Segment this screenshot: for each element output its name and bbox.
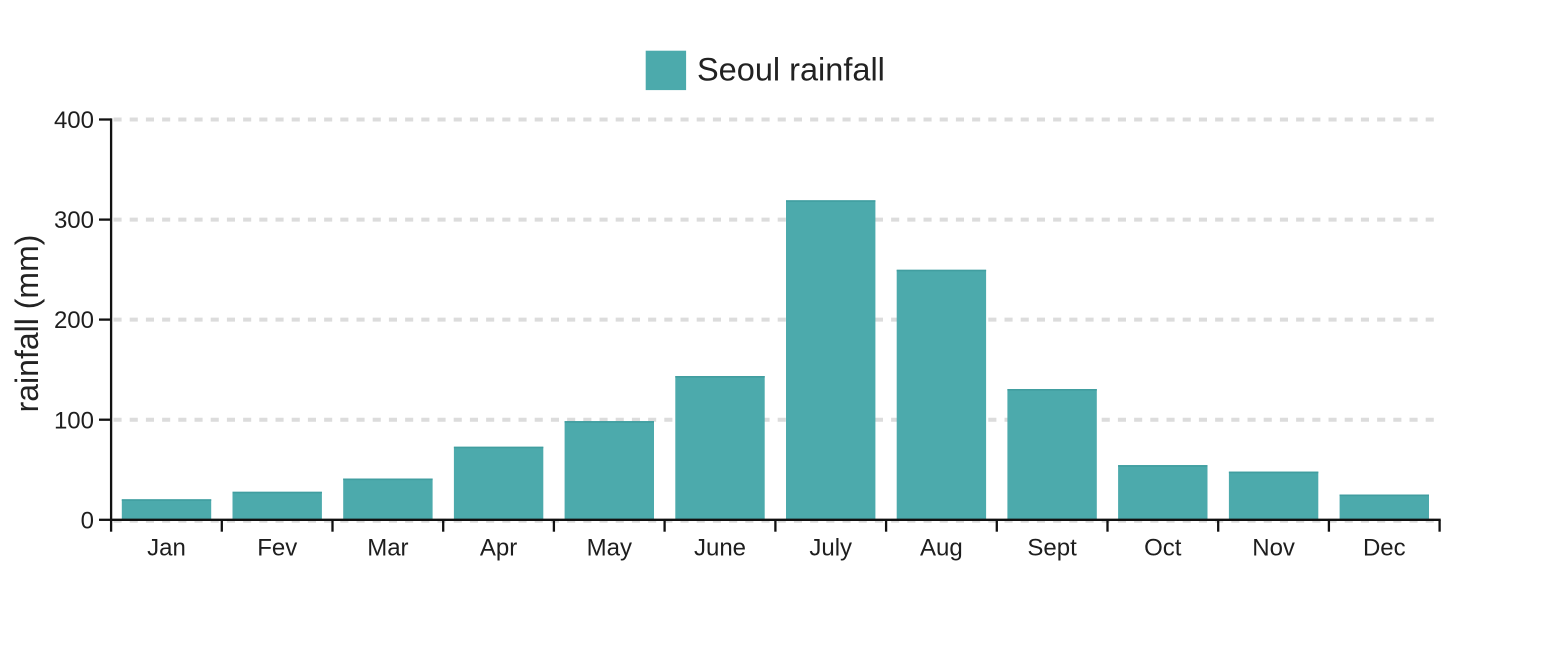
svg-text:rainfall (mm): rainfall (mm) xyxy=(9,235,45,413)
svg-text:100: 100 xyxy=(54,407,94,434)
svg-text:0: 0 xyxy=(81,507,94,534)
svg-text:300: 300 xyxy=(54,207,94,234)
svg-text:Oct: Oct xyxy=(1144,535,1182,562)
svg-text:June: June xyxy=(694,535,746,562)
svg-text:Aug: Aug xyxy=(920,535,963,562)
svg-text:May: May xyxy=(587,535,632,562)
svg-text:Jan: Jan xyxy=(147,535,186,562)
svg-text:Seoul rainfall: Seoul rainfall xyxy=(697,51,885,87)
svg-text:200: 200 xyxy=(54,307,94,334)
svg-text:Apr: Apr xyxy=(480,535,517,562)
svg-text:Nov: Nov xyxy=(1252,535,1295,562)
svg-text:Fev: Fev xyxy=(257,535,297,562)
svg-text:Sept: Sept xyxy=(1027,535,1077,562)
svg-text:Mar: Mar xyxy=(367,535,408,562)
svg-text:Dec: Dec xyxy=(1363,535,1406,562)
svg-text:July: July xyxy=(809,535,852,562)
svg-text:400: 400 xyxy=(54,107,94,134)
